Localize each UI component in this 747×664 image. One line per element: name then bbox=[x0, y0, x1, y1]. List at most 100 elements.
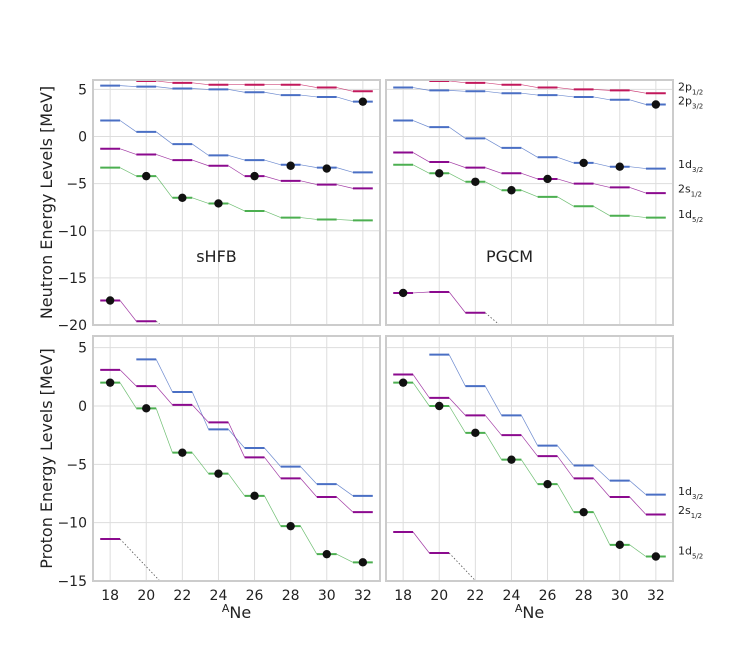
series-2s1-2 bbox=[393, 373, 666, 516]
series-connector bbox=[119, 120, 137, 133]
series-connector bbox=[300, 217, 317, 220]
series-connector bbox=[192, 197, 209, 204]
x-axis-label: ANe bbox=[515, 602, 544, 623]
plot-area bbox=[100, 358, 373, 581]
x-tick-label: 20 bbox=[430, 588, 448, 604]
occupied-marker bbox=[398, 288, 408, 298]
y-tick-label: −10 bbox=[57, 224, 87, 240]
y-axis-label: Proton Energy Levels [MeV] bbox=[37, 348, 56, 569]
series-connector bbox=[629, 215, 646, 218]
occupied-marker bbox=[471, 177, 480, 186]
series-connector bbox=[300, 84, 317, 88]
panel-proton-PGCM: 18 20 22 24 26 28 30 32 ANe 1d3/2 2s1/2 1d5/2 bbox=[385, 335, 703, 623]
series-connector bbox=[593, 205, 610, 216]
series-connector bbox=[300, 466, 318, 485]
y-tick-label: 5 bbox=[78, 82, 87, 98]
x-tick-label: 32 bbox=[354, 588, 372, 604]
plot-area bbox=[393, 80, 666, 325]
series-connector bbox=[449, 161, 466, 168]
occupied-marker bbox=[507, 186, 516, 195]
series-connector bbox=[228, 155, 245, 161]
series-connector bbox=[448, 126, 466, 139]
series-connector bbox=[336, 96, 354, 103]
orbital-label: 2s1/2 bbox=[678, 182, 702, 198]
occupied-marker bbox=[286, 521, 295, 531]
series-connector bbox=[191, 452, 209, 474]
occupied-marker bbox=[615, 162, 624, 171]
series-connector bbox=[264, 495, 282, 527]
occupied-marker bbox=[543, 479, 552, 489]
series-connector bbox=[412, 152, 430, 163]
panel-frame bbox=[92, 335, 381, 582]
panel-frame bbox=[385, 335, 674, 582]
occupied-marker bbox=[651, 552, 661, 561]
series-connector bbox=[448, 397, 466, 416]
panel-frame bbox=[92, 79, 381, 326]
series-continuation bbox=[119, 538, 161, 581]
x-tick-label: 30 bbox=[611, 588, 629, 604]
series-1d3-2 bbox=[136, 358, 373, 497]
series-connector bbox=[155, 359, 173, 393]
series-2p1-2 bbox=[429, 80, 666, 95]
series-connector bbox=[521, 84, 538, 88]
series-connector bbox=[155, 175, 173, 198]
panel-label: sHFB bbox=[196, 247, 237, 266]
occupied-marker bbox=[579, 507, 588, 517]
x-tick-label: 20 bbox=[137, 588, 155, 604]
occupied-marker bbox=[286, 161, 295, 170]
series-connector bbox=[119, 300, 137, 322]
orbital-label: 2p1/2 bbox=[678, 81, 703, 97]
series-connector bbox=[521, 92, 538, 96]
x-tick-label: 32 bbox=[647, 588, 665, 604]
x-tick-label: 18 bbox=[101, 588, 119, 604]
x-tick-label: 24 bbox=[210, 588, 228, 604]
series-1d5-2 bbox=[393, 163, 666, 219]
series-connector bbox=[119, 148, 137, 155]
series-connector bbox=[521, 189, 538, 198]
series-connector bbox=[629, 99, 647, 105]
occupied-marker bbox=[105, 378, 115, 387]
series-connector bbox=[119, 369, 137, 387]
series-connector bbox=[448, 354, 466, 387]
series-2p3-2 bbox=[393, 86, 666, 106]
series-1d3-2 bbox=[393, 119, 666, 170]
x-tick-label: 24 bbox=[503, 588, 521, 604]
series-connector bbox=[557, 94, 574, 98]
series-connector bbox=[629, 166, 646, 169]
occupied-marker bbox=[142, 404, 151, 413]
occupied-marker bbox=[543, 174, 552, 184]
x-tick-label: 22 bbox=[466, 588, 484, 604]
series-connector bbox=[629, 90, 646, 94]
series-2s1-2 bbox=[100, 147, 373, 190]
series-connector bbox=[156, 80, 173, 84]
occupied-marker bbox=[507, 455, 516, 464]
x-tick-label: 28 bbox=[575, 588, 593, 604]
series-connector bbox=[521, 415, 538, 446]
series-continuation bbox=[448, 552, 477, 581]
series-connector bbox=[629, 544, 647, 557]
series-connector bbox=[156, 86, 173, 89]
series-connector bbox=[192, 143, 209, 156]
occupied-marker bbox=[615, 540, 624, 550]
series-1d3-2 bbox=[429, 353, 666, 496]
series-connector bbox=[336, 553, 354, 563]
series-connector bbox=[484, 385, 502, 416]
series-connector bbox=[228, 89, 245, 93]
occupied-marker bbox=[358, 97, 368, 106]
series-connector bbox=[300, 180, 317, 185]
series-1p1-2 bbox=[393, 531, 477, 581]
occupied-marker bbox=[322, 164, 331, 173]
y-tick-label: −15 bbox=[57, 574, 87, 590]
occupied-marker bbox=[214, 469, 223, 478]
y-axis-label: Neutron Energy Levels [MeV] bbox=[37, 86, 56, 319]
series-connector bbox=[521, 172, 538, 180]
series-connector bbox=[300, 525, 318, 555]
plot-area bbox=[393, 353, 666, 581]
occupied-marker bbox=[178, 193, 187, 202]
series-connector bbox=[120, 85, 137, 87]
series-connector bbox=[593, 96, 610, 101]
x-tick-label: 22 bbox=[173, 588, 191, 604]
occupied-marker bbox=[250, 491, 259, 501]
